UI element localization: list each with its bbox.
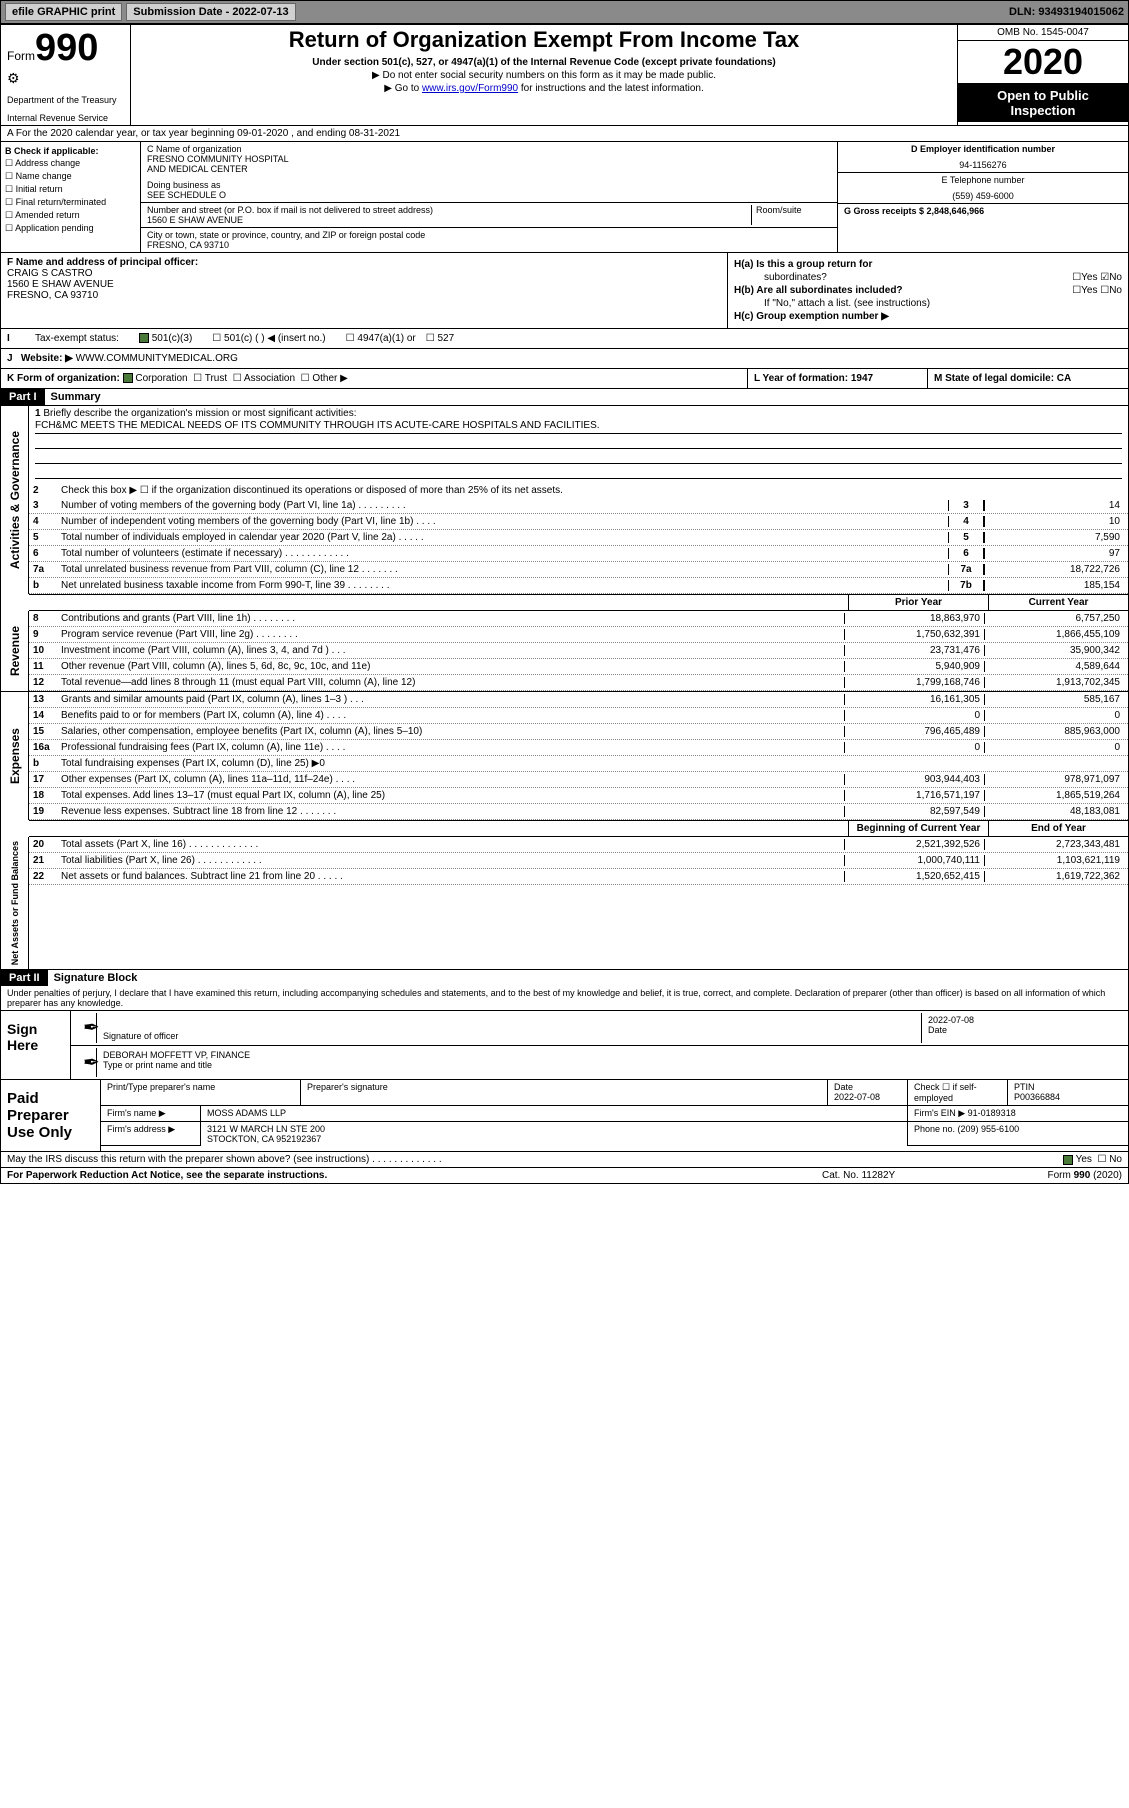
officer-addr: 1560 E SHAW AVENUE [7, 279, 721, 290]
room-label: Room/suite [751, 205, 831, 225]
form-title: Return of Organization Exempt From Incom… [133, 27, 955, 53]
part2-header: Part II [1, 970, 48, 986]
org-name2: AND MEDICAL CENTER [147, 164, 831, 174]
col-b-checkboxes: B Check if applicable: ☐ Address change … [1, 142, 141, 252]
firm-name: MOSS ADAMS LLP [201, 1106, 908, 1121]
part1-header: Part I [1, 389, 45, 405]
form-word: Form [7, 49, 35, 63]
org-name: FRESNO COMMUNITY HOSPITAL [147, 154, 831, 164]
instr-link: ▶ Go to www.irs.gov/Form990 for instruct… [133, 83, 955, 94]
tax-year: 2020 [958, 41, 1128, 84]
officer-name: CRAIG S CASTRO [7, 268, 721, 279]
form-number: 990 [35, 27, 98, 69]
irs-label: Internal Revenue Service [7, 113, 124, 123]
open-public-2: Inspection [962, 103, 1124, 118]
cat-no: Cat. No. 11282Y [822, 1170, 972, 1181]
paperwork-notice: For Paperwork Reduction Act Notice, see … [7, 1170, 822, 1181]
city-label: City or town, state or province, country… [147, 230, 831, 240]
phone-label: E Telephone number [844, 175, 1122, 185]
city-state-zip: FRESNO, CA 93710 [147, 240, 831, 250]
state-domicile: M State of legal domicile: CA [934, 373, 1071, 384]
phone: (559) 459-6000 [844, 191, 1122, 201]
officer-print-name: DEBORAH MOFFETT VP, FINANCE [103, 1050, 1116, 1060]
ein: 94-1156276 [844, 160, 1122, 170]
omb-number: OMB No. 1545-0047 [958, 25, 1128, 41]
dba-label: Doing business as [147, 180, 831, 190]
side-net-assets: Net Assets or Fund Balances [8, 837, 22, 969]
street-address: 1560 E SHAW AVENUE [147, 215, 751, 225]
ein-label: D Employer identification number [911, 144, 1055, 154]
officer-label: F Name and address of principal officer: [7, 257, 198, 268]
end-year-header: End of Year [988, 821, 1128, 836]
dba: SEE SCHEDULE O [147, 190, 831, 200]
part1-title: Summary [45, 389, 107, 405]
line1-label: Briefly describe the organization's miss… [43, 408, 356, 419]
dept-treasury: Department of the Treasury [7, 95, 124, 105]
gross-receipts: G Gross receipts $ 2,848,646,966 [844, 206, 984, 216]
efile-button[interactable]: efile GRAPHIC print [5, 3, 122, 21]
current-year-header: Current Year [988, 595, 1128, 610]
form-footer: Form 990 (2020) [972, 1170, 1122, 1181]
prior-year-header: Prior Year [848, 595, 988, 610]
instr-ssn: ▶ Do not enter social security numbers o… [133, 70, 955, 81]
side-expenses: Expenses [6, 724, 24, 788]
beg-year-header: Beginning of Current Year [848, 821, 988, 836]
paid-preparer-label: Paid Preparer Use Only [1, 1080, 101, 1151]
sign-here-label: Sign Here [1, 1011, 71, 1079]
part2-title: Signature Block [48, 970, 144, 986]
addr-label: Number and street (or P.O. box if mail i… [147, 205, 751, 215]
side-revenue: Revenue [6, 622, 24, 680]
form-subtitle: Under section 501(c), 527, or 4947(a)(1)… [133, 57, 955, 68]
dln: DLN: 93493194015062 [1009, 6, 1124, 18]
tax-exempt-label: Tax-exempt status: [35, 333, 119, 344]
officer-city: FRESNO, CA 93710 [7, 290, 721, 301]
submission-date: Submission Date - 2022-07-13 [126, 3, 295, 21]
firm-phone: Phone no. (209) 955-6100 [908, 1122, 1128, 1146]
firm-addr2: STOCKTON, CA 952192367 [207, 1134, 901, 1144]
year-formation: L Year of formation: 1947 [754, 373, 873, 384]
mission-text: FCH&MC MEETS THE MEDICAL NEEDS OF ITS CO… [35, 420, 1122, 434]
firm-addr: 3121 W MARCH LN STE 200 [207, 1124, 901, 1134]
row-a-tax-year: A For the 2020 calendar year, or tax yea… [1, 125, 1128, 141]
website[interactable]: WWW.COMMUNITYMEDICAL.ORG [73, 353, 238, 364]
discuss-question: May the IRS discuss this return with the… [7, 1154, 1063, 1165]
org-name-label: C Name of organization [147, 144, 831, 154]
firm-ein: 91-0189318 [968, 1108, 1016, 1118]
open-public-1: Open to Public [962, 88, 1124, 103]
line2: Check this box ▶ ☐ if the organization d… [61, 485, 1124, 496]
side-governance: Activities & Governance [6, 427, 24, 573]
ptin: P00366884 [1014, 1092, 1060, 1102]
irs-link[interactable]: www.irs.gov/Form990 [422, 83, 518, 94]
form-id-box: Form990 ⚙ Department of the Treasury Int… [1, 25, 131, 125]
perjury-declaration: Under penalties of perjury, I declare th… [1, 986, 1128, 1010]
